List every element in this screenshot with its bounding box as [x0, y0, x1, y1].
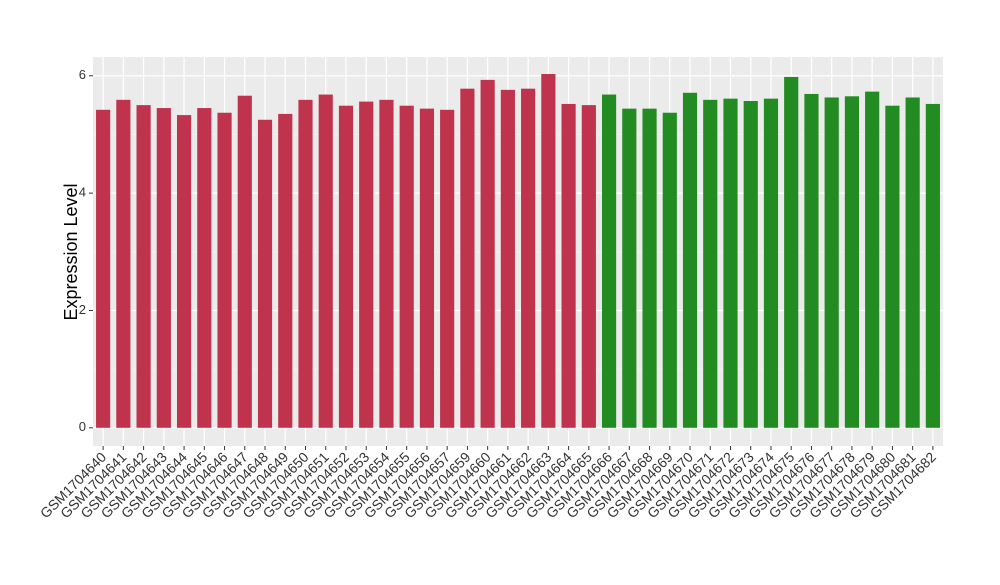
bar: [763, 98, 779, 428]
bar: [743, 101, 758, 428]
bar: [703, 99, 718, 428]
bar: [96, 109, 111, 428]
y-tick-label: 2: [79, 302, 86, 317]
bar: [480, 79, 495, 428]
bar: [197, 108, 212, 428]
bar: [419, 108, 435, 428]
bar: [176, 115, 192, 428]
bar: [541, 74, 556, 428]
bar: [824, 97, 839, 428]
y-tick-label: 0: [79, 419, 86, 434]
bar: [338, 105, 354, 428]
bar: [601, 94, 617, 428]
bar: [136, 105, 151, 428]
bar: [925, 103, 940, 428]
bar: [278, 113, 293, 428]
bar: [298, 99, 313, 428]
bar: [460, 88, 475, 428]
bar: [804, 93, 819, 428]
bar: [257, 119, 273, 428]
bar: [217, 112, 232, 428]
bar: [500, 89, 515, 428]
bar: [521, 88, 536, 428]
y-tick-label: 4: [79, 185, 86, 200]
bar: [561, 103, 576, 428]
bar: [116, 99, 131, 428]
bar: [844, 96, 860, 428]
bar: [622, 108, 637, 428]
bar: [379, 99, 394, 428]
bar: [885, 105, 900, 428]
bar: [662, 112, 677, 428]
bar: [156, 108, 171, 428]
bar: [399, 105, 414, 428]
y-axis-label: Expression Level: [61, 183, 81, 320]
bar: [865, 91, 880, 428]
bar: [237, 95, 252, 428]
bar: [784, 76, 799, 428]
bar: [642, 108, 657, 428]
bar: [359, 101, 374, 428]
bar: [318, 94, 333, 428]
bar: [723, 98, 738, 428]
bar: [581, 105, 596, 428]
bar: [905, 97, 920, 428]
y-tick-label: 6: [79, 67, 86, 82]
bar: [440, 109, 455, 428]
bar: [682, 92, 698, 428]
